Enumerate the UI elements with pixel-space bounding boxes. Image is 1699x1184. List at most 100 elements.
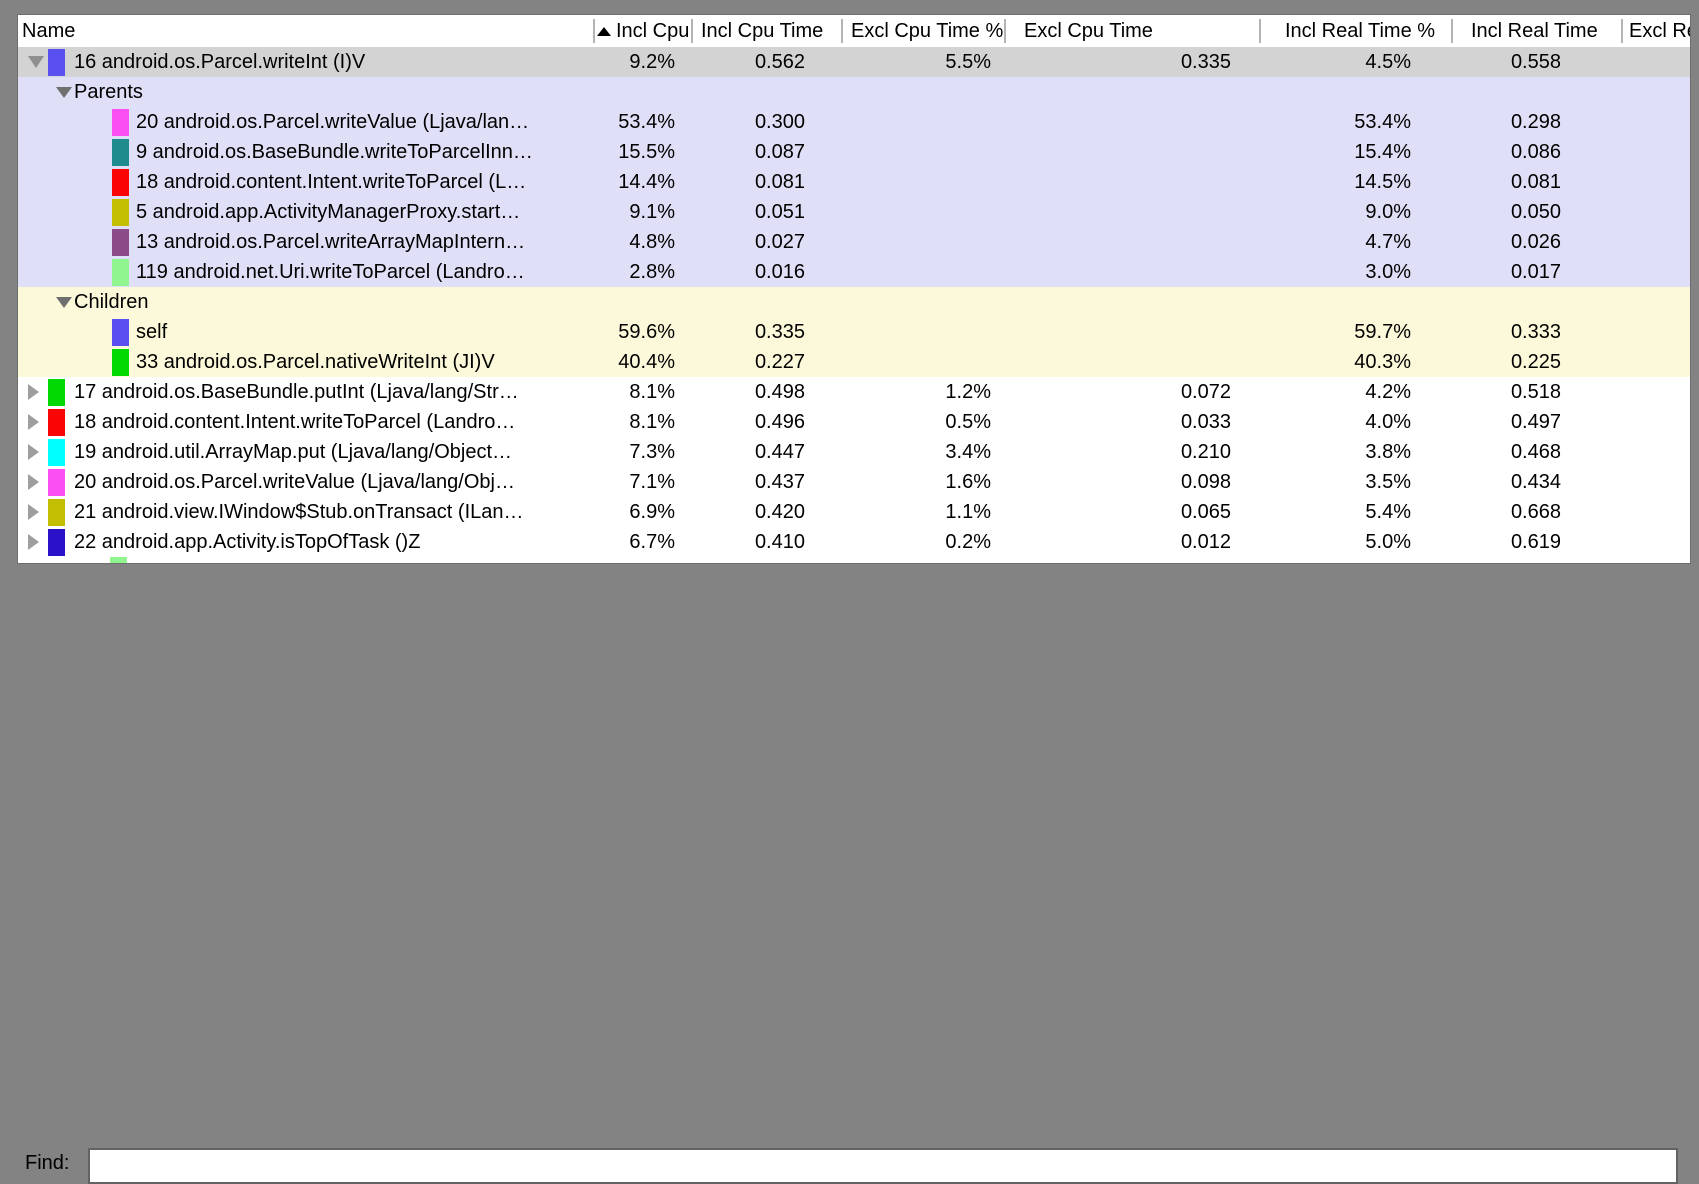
value-cell: 0.335 xyxy=(1180,50,1231,73)
value-cell: 7.1% xyxy=(629,470,675,493)
value-cell: 0.300 xyxy=(754,110,805,133)
column-header-incl-cpu-time[interactable]: Incl Cpu Time xyxy=(691,15,841,47)
name-cell: 5 android.app.ActivityManagerProxy.start… xyxy=(18,197,593,227)
method-color-chip xyxy=(48,378,65,406)
value-cell: 0.5% xyxy=(945,410,991,433)
triangle-glyph xyxy=(28,474,39,490)
disclosure-collapsed-icon[interactable] xyxy=(28,497,48,527)
method-color-chip xyxy=(112,318,129,346)
value-cell: 0.335 xyxy=(754,320,805,343)
value-cell: 3.8% xyxy=(1365,440,1411,463)
method-color-chip xyxy=(48,408,65,436)
value-cell: 0.033 xyxy=(1180,410,1231,433)
value-cell: 3.4% xyxy=(945,440,991,463)
column-header-excl-real[interactable]: Excl Real xyxy=(1621,15,1690,47)
value-cell: 40.3% xyxy=(1354,350,1411,373)
value-cell: 0.558 xyxy=(1510,50,1561,73)
triangle-glyph xyxy=(28,534,39,550)
table-row[interactable]: 19 android.util.ArrayMap.put (Ljava/lang… xyxy=(18,437,1690,467)
method-name: 21 android.view.IWindow$Stub.onTransact … xyxy=(74,500,524,523)
disclosure-collapsed-icon[interactable] xyxy=(28,527,48,557)
method-color-chip xyxy=(112,168,129,196)
value-cell: 5.0% xyxy=(1365,530,1411,553)
table-row[interactable]: 33 android.os.Parcel.nativeWriteInt (JI)… xyxy=(18,347,1690,377)
table-row[interactable]: 20 android.os.Parcel.writeValue (Ljava/l… xyxy=(18,467,1690,497)
value-cell: 0.227 xyxy=(754,350,805,373)
disclosure-collapsed-icon[interactable] xyxy=(28,467,48,497)
name-cell: 21 android.view.IWindow$Stub.onTransact … xyxy=(18,497,593,527)
table-row[interactable]: 16 android.os.Parcel.writeInt (I)V 9.2% 0.… xyxy=(18,47,1690,77)
disclosure-collapsed-icon[interactable] xyxy=(28,377,48,407)
table-row[interactable]: 119 android.net.Uri.writeToParcel (Landr… xyxy=(18,257,1690,287)
method-color-chip xyxy=(48,528,65,556)
table-rows: 16 android.os.Parcel.writeInt (I)V 9.2% 0.… xyxy=(18,47,1690,557)
disclosure-expanded-icon[interactable] xyxy=(56,86,72,98)
table-row[interactable]: 21 android.view.IWindow$Stub.onTransact … xyxy=(18,497,1690,527)
value-cell: 1.6% xyxy=(945,470,991,493)
profiler-window: Name Incl Cpu Tir Incl Cpu Time Excl Cpu Ti… xyxy=(17,14,1691,1184)
method-color-chip xyxy=(112,258,129,286)
name-cell: 20 android.os.Parcel.writeValue (Ljava/l… xyxy=(18,107,593,137)
column-header-excl-cpu-time[interactable]: Excl Cpu Time xyxy=(1004,15,1259,47)
column-header-incl-real-time-[interactable]: Incl Real Time % xyxy=(1259,15,1451,47)
section-header-row[interactable]: Children xyxy=(18,287,1690,317)
method-name: 20 android.os.Parcel.writeValue (Ljava/l… xyxy=(74,470,515,493)
value-cell: 7.3% xyxy=(629,440,675,463)
value-cell: 0.410 xyxy=(754,530,805,553)
value-cell: 0.333 xyxy=(1510,320,1561,343)
value-cell: 0.027 xyxy=(754,230,805,253)
value-cell: 0.562 xyxy=(754,50,805,73)
value-cell: 0.518 xyxy=(1510,380,1561,403)
method-color-chip xyxy=(112,228,129,256)
column-header-incl-real-time[interactable]: Incl Real Time xyxy=(1451,15,1621,47)
method-color-chip xyxy=(110,557,127,563)
triangle-glyph xyxy=(28,384,39,400)
value-cell: 1.2% xyxy=(945,380,991,403)
table-row[interactable]: 17 android.os.BaseBundle.putInt (Ljava/l… xyxy=(18,377,1690,407)
value-cell: 14.4% xyxy=(618,170,675,193)
find-input[interactable] xyxy=(88,1148,1678,1184)
value-cell: 53.4% xyxy=(1354,110,1411,133)
value-cell: 0.086 xyxy=(1510,140,1561,163)
value-cell: 8.1% xyxy=(629,410,675,433)
value-cell: 0.496 xyxy=(754,410,805,433)
value-cell: 0.497 xyxy=(1510,410,1561,433)
column-header-name[interactable]: Name xyxy=(18,15,593,47)
disclosure-expanded-icon[interactable] xyxy=(56,296,72,308)
value-cell: 59.7% xyxy=(1354,320,1411,343)
value-cell: 2.8% xyxy=(629,260,675,283)
table-row[interactable]: 18 android.content.Intent.writeToParcel … xyxy=(18,407,1690,437)
table-row[interactable]: self 59.6% 0.335 59.7% 0.333 xyxy=(18,317,1690,347)
value-cell: 0.017 xyxy=(1510,260,1561,283)
value-cell: 14.5% xyxy=(1354,170,1411,193)
table-row[interactable]: 13 android.os.Parcel.writeArrayMapIntern… xyxy=(18,227,1690,257)
name-cell: Children xyxy=(18,287,593,317)
name-cell: 16 android.os.Parcel.writeInt (I)V xyxy=(18,47,593,77)
value-cell: 0.434 xyxy=(1510,470,1561,493)
disclosure-expanded-icon[interactable] xyxy=(28,47,48,77)
method-color-chip xyxy=(112,108,129,136)
table-row[interactable]: 22 android.app.Activity.isTopOfTask ()Z 6… xyxy=(18,527,1690,557)
table-row-partial[interactable] xyxy=(18,557,1690,563)
method-name: self xyxy=(136,320,168,343)
disclosure-collapsed-icon[interactable] xyxy=(28,437,48,467)
disclosure-collapsed-icon[interactable] xyxy=(28,407,48,437)
value-cell: 0.016 xyxy=(754,260,805,283)
column-header-incl-cpu-tir[interactable]: Incl Cpu Tir xyxy=(593,15,691,47)
table-row[interactable]: 9 android.os.BaseBundle.writeToParcelInn… xyxy=(18,137,1690,167)
value-cell: 0.298 xyxy=(1510,110,1561,133)
column-header-label: Excl Cpu Time % xyxy=(851,19,1004,42)
column-header-label: Excl Cpu Time xyxy=(1024,19,1153,42)
table-row[interactable]: 5 android.app.ActivityManagerProxy.start… xyxy=(18,197,1690,227)
method-color-chip xyxy=(112,348,129,376)
value-cell: 0.619 xyxy=(1510,530,1561,553)
column-header-excl-cpu-time-[interactable]: Excl Cpu Time % xyxy=(841,15,1004,47)
value-cell: 0.2% xyxy=(945,530,991,553)
table-row[interactable]: 20 android.os.Parcel.writeValue (Ljava/l… xyxy=(18,107,1690,137)
table-row[interactable]: 18 android.content.Intent.writeToParcel … xyxy=(18,167,1690,197)
value-cell: 5.5% xyxy=(945,50,991,73)
name-cell: 18 android.content.Intent.writeToParcel … xyxy=(18,407,593,437)
section-header-row[interactable]: Parents xyxy=(18,77,1690,107)
value-cell: 0.012 xyxy=(1180,530,1231,553)
column-header-label: Excl Real xyxy=(1629,19,1690,42)
